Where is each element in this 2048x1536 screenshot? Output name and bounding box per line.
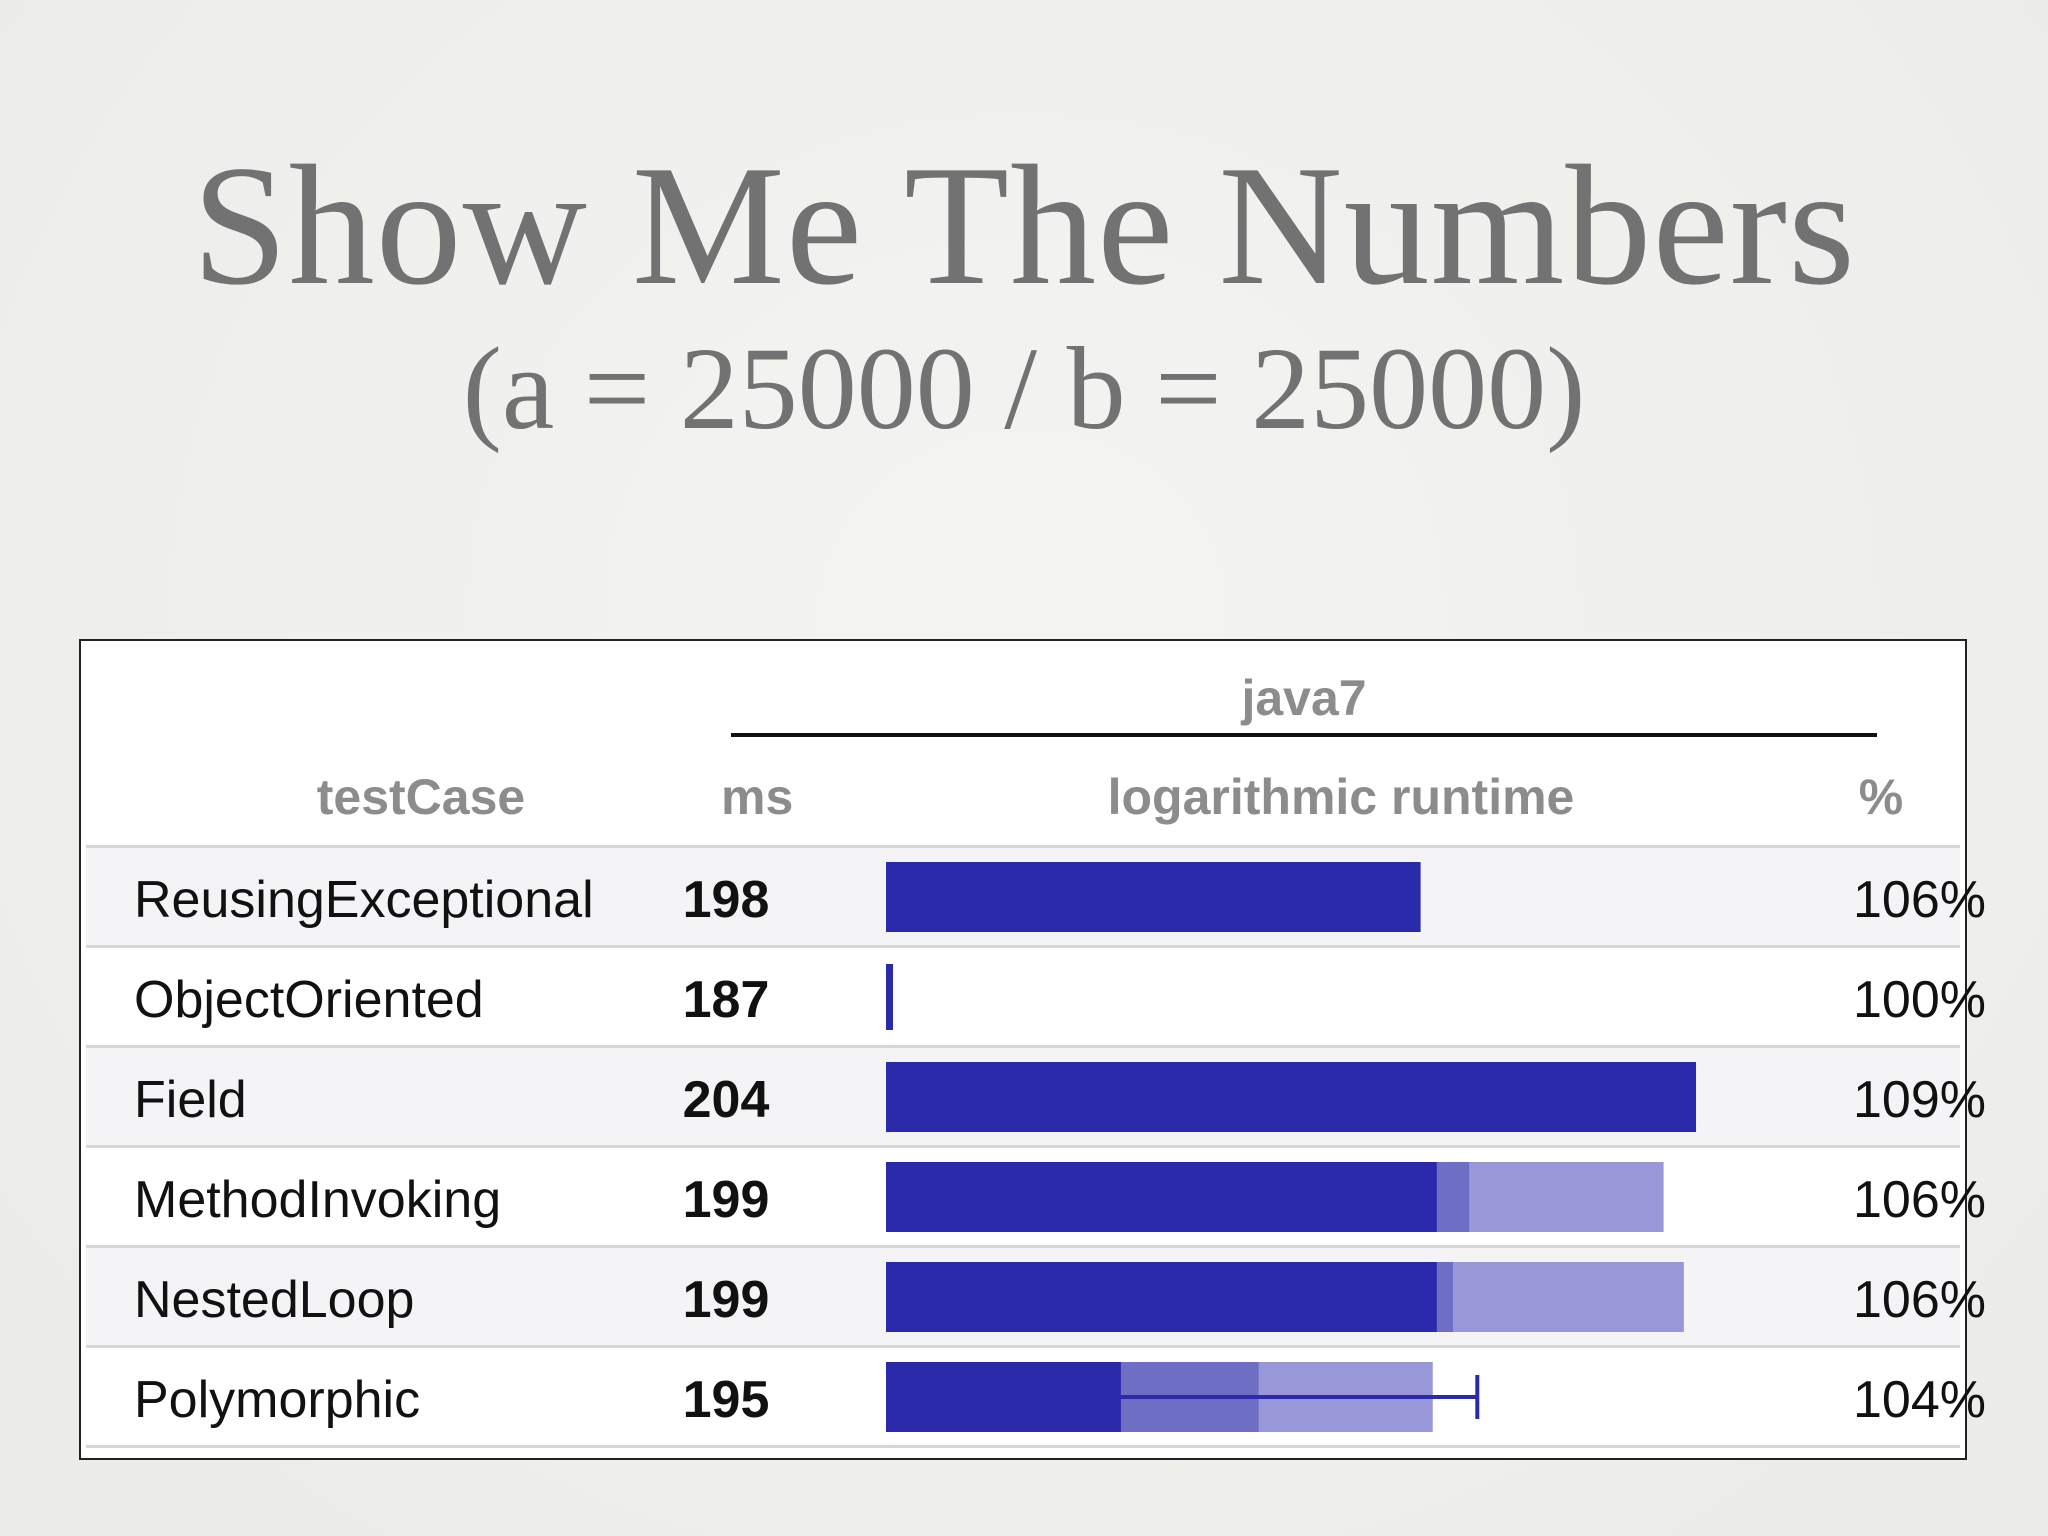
ms-value: 199 (682, 1271, 770, 1329)
runtime-bar-chart (886, 1162, 1664, 1232)
group-header-java7: java7 (1241, 670, 1367, 726)
ms-value: 204 (682, 1071, 770, 1129)
runtime-bar-area (886, 848, 1766, 948)
testcase-label: Field (134, 1071, 247, 1129)
runtime-bar-area (886, 1348, 1766, 1448)
percent-value: 109% (1853, 1071, 1986, 1129)
table-row: ObjectOriented 187 100% (86, 948, 1986, 1048)
ms-value: 199 (682, 1171, 770, 1229)
column-header-runtime: logarithmic runtime (1107, 769, 1575, 825)
testcase-label: MethodInvoking (134, 1171, 502, 1229)
testcase-label: NestedLoop (134, 1271, 415, 1329)
ms-value: 195 (682, 1371, 770, 1429)
percent-value: 100% (1853, 971, 1986, 1029)
testcase-label: ReusingExceptional (134, 871, 594, 929)
table-row: Field 204 109% (86, 1048, 1986, 1148)
runtime-bar-chart (886, 1362, 1480, 1432)
results-table: java7 testCase ms logarithmic runtime % … (79, 639, 1986, 1460)
percent-value: 106% (1853, 1171, 1986, 1229)
runtime-bar-area (886, 1148, 1766, 1248)
header-rule (86, 845, 1960, 848)
runtime-bar-area (886, 1248, 1766, 1348)
column-header-testcase: testCase (316, 769, 526, 825)
table-row: MethodInvoking 199 106% (86, 1148, 1986, 1248)
table-row: ReusingExceptional 198 106% (86, 848, 1986, 948)
percent-value: 106% (1853, 871, 1986, 929)
column-header-percent: % (1858, 769, 1904, 825)
runtime-bar-chart (886, 1262, 1684, 1332)
ms-value: 187 (682, 971, 770, 1029)
runtime-bar-chart (886, 1062, 1696, 1132)
column-header-ms: ms (721, 769, 794, 825)
runtime-bar-area (886, 948, 1766, 1048)
runtime-bar-min (886, 1162, 1437, 1232)
table-row: Polymorphic 195 104% (86, 1348, 1986, 1448)
percent-value: 106% (1853, 1271, 1986, 1329)
slide-title: Show Me The Numbers (191, 131, 1856, 321)
runtime-bar (886, 964, 893, 1030)
table-row: NestedLoop 199 106% (86, 1248, 1986, 1348)
runtime-bar (886, 1062, 1696, 1132)
testcase-label: ObjectOriented (134, 971, 484, 1029)
runtime-bar-chart (886, 862, 1421, 932)
ms-value: 198 (682, 871, 770, 929)
slide-subtitle: (a = 25000 / b = 25000) (462, 323, 1586, 454)
runtime-bar-chart (886, 964, 893, 1030)
group-header-rule (731, 733, 1877, 737)
runtime-bar (886, 862, 1421, 932)
percent-value: 104% (1853, 1371, 1986, 1429)
testcase-label: Polymorphic (134, 1371, 421, 1429)
runtime-bar-min (886, 1262, 1437, 1332)
runtime-bar-area (886, 1048, 1766, 1148)
